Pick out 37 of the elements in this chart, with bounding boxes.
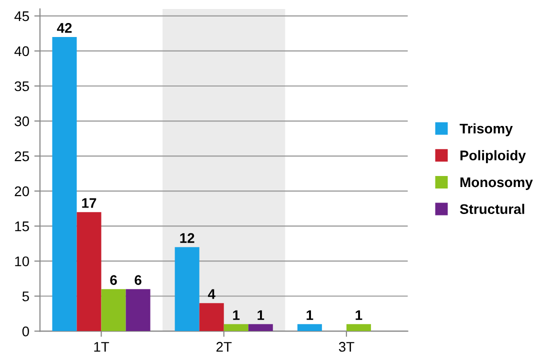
data-label: 4 [208, 289, 216, 299]
x-tick-label: 3T [338, 342, 354, 352]
data-label: 12 [180, 233, 194, 243]
y-tick-label: 15 [15, 222, 29, 232]
bar [52, 36, 77, 332]
data-label: 17 [82, 198, 96, 208]
y-tick-label: 10 [15, 256, 30, 266]
bar [126, 289, 150, 332]
bar [101, 289, 126, 332]
y-tick-label: 30 [14, 116, 30, 126]
data-label: 42 [56, 23, 72, 33]
bar [76, 212, 102, 332]
y-tick-label: 0 [22, 326, 30, 336]
bar [199, 303, 224, 332]
legend-label: Monosomy [460, 178, 533, 190]
x-tick-label: 2T [216, 342, 232, 352]
y-tick-label: 40 [14, 46, 30, 56]
y-tick-label: 35 [14, 81, 29, 92]
legend-label: Poliploidy [460, 150, 526, 164]
x-tick-label: 1T [94, 342, 110, 352]
data-label: 1 [356, 310, 362, 320]
bar [248, 324, 273, 332]
data-label: 6 [134, 275, 142, 285]
y-tick-label: 25 [14, 151, 29, 162]
bar [224, 324, 248, 332]
bar [346, 324, 371, 332]
data-label: 1 [306, 310, 314, 320]
y-tick-label: 5 [22, 292, 29, 302]
data-label: 1 [258, 310, 264, 320]
bar [174, 247, 200, 332]
legend-label: Trisomy [460, 123, 513, 136]
y-tick-label: 45 [14, 11, 29, 22]
legend-label: Structural [460, 204, 524, 214]
data-label: 6 [110, 275, 117, 285]
data-label: 1 [233, 310, 240, 320]
bar [297, 324, 322, 332]
y-tick-label: 20 [14, 186, 30, 196]
